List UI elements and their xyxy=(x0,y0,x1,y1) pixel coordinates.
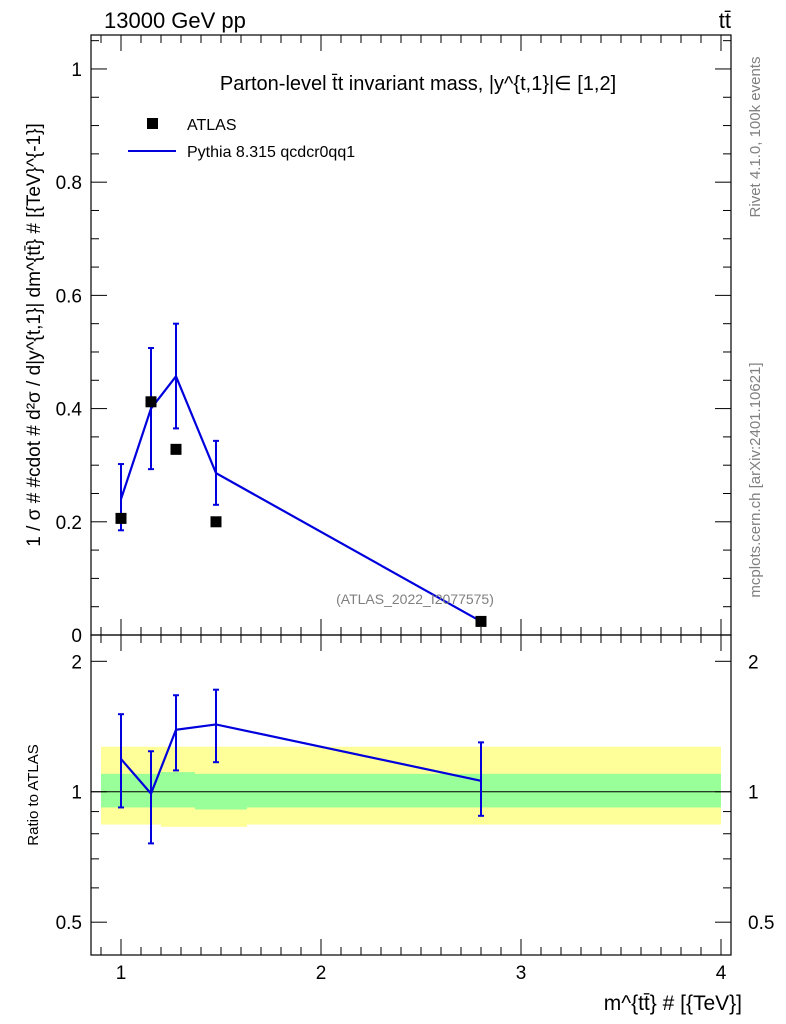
ratio-panel: 0.5 0.5 1 1 2 2 1 2 3 4 Ratio to ATLAS m^{tt̄} # … xyxy=(25,634,774,1015)
ratio-y-tick-label-right: 0.5 xyxy=(748,913,774,934)
ratio-frame xyxy=(90,634,732,956)
energy-label: 13000 GeV pp xyxy=(104,8,246,33)
y-tick-label: 0.4 xyxy=(56,400,83,421)
ratio-plot-content xyxy=(91,688,731,845)
y-tick-label: 0 xyxy=(71,626,82,647)
x-tick-label: 2 xyxy=(316,963,327,984)
ratio-y-tick-label-left: 2 xyxy=(71,652,82,673)
y-tick-label: 1 xyxy=(71,60,82,81)
legend-pythia-label: Pythia 8.315 qcdcr0qq1 xyxy=(187,144,355,161)
uncertainty-band-inner xyxy=(247,773,721,808)
y-tick-label: 0.6 xyxy=(56,286,82,307)
main-axis-ticks: 0 0.2 0.4 0.6 0.8 1 xyxy=(56,35,731,647)
ratio-y-axis-label: Ratio to ATLAS xyxy=(25,744,42,845)
process-label: tt̄ xyxy=(719,8,731,33)
rivet-version-label: Rivet 4.1.0, 100k events xyxy=(747,57,764,218)
ratio-y-tick-label-left: 1 xyxy=(71,783,82,804)
ratio-y-tick-label-right: 1 xyxy=(748,783,759,804)
x-tick-label: 4 xyxy=(716,963,727,984)
y-tick-label: 0.2 xyxy=(56,513,82,534)
legend-atlas-marker xyxy=(147,118,158,129)
atlas-data-point xyxy=(145,396,157,408)
x-tick-label: 3 xyxy=(516,963,527,984)
atlas-data-point xyxy=(115,512,127,524)
analysis-watermark: (ATLAS_2022_I2077575) xyxy=(336,591,494,607)
plot-title: Parton-level t̄t invariant mass, |y^{t,1… xyxy=(220,73,616,95)
legend: ATLAS Pythia 8.315 qcdcr0qq1 xyxy=(128,117,355,161)
atlas-data-point xyxy=(210,516,222,528)
y-tick-label: 0.8 xyxy=(56,173,82,194)
atlas-data-point xyxy=(170,443,182,455)
main-panel: 0 0.2 0.4 0.6 0.8 1 Parton-level t̄t invarian… xyxy=(24,34,732,647)
ratio-axis-ticks: 0.5 0.5 1 1 2 2 1 2 3 4 xyxy=(56,635,774,984)
x-axis-label: m^{tt̄} # [{TeV}] xyxy=(604,992,742,1015)
legend-atlas-label: ATLAS xyxy=(187,117,237,134)
x-tick-label: 1 xyxy=(116,963,127,984)
ratio-y-tick-label-right: 2 xyxy=(748,652,759,673)
ratio-y-tick-label-left: 0.5 xyxy=(56,913,82,934)
main-plot-content xyxy=(115,322,487,627)
atlas-data-point xyxy=(475,615,487,627)
mcplots-label: mcplots.cern.ch [arXiv:2401.10621] xyxy=(747,362,764,597)
y-axis-label: 1 / σ # #cdot # d²σ / d|y^{t,1}| dm^{tt̄… xyxy=(24,123,45,546)
uncertainty-band-inner xyxy=(161,772,195,808)
